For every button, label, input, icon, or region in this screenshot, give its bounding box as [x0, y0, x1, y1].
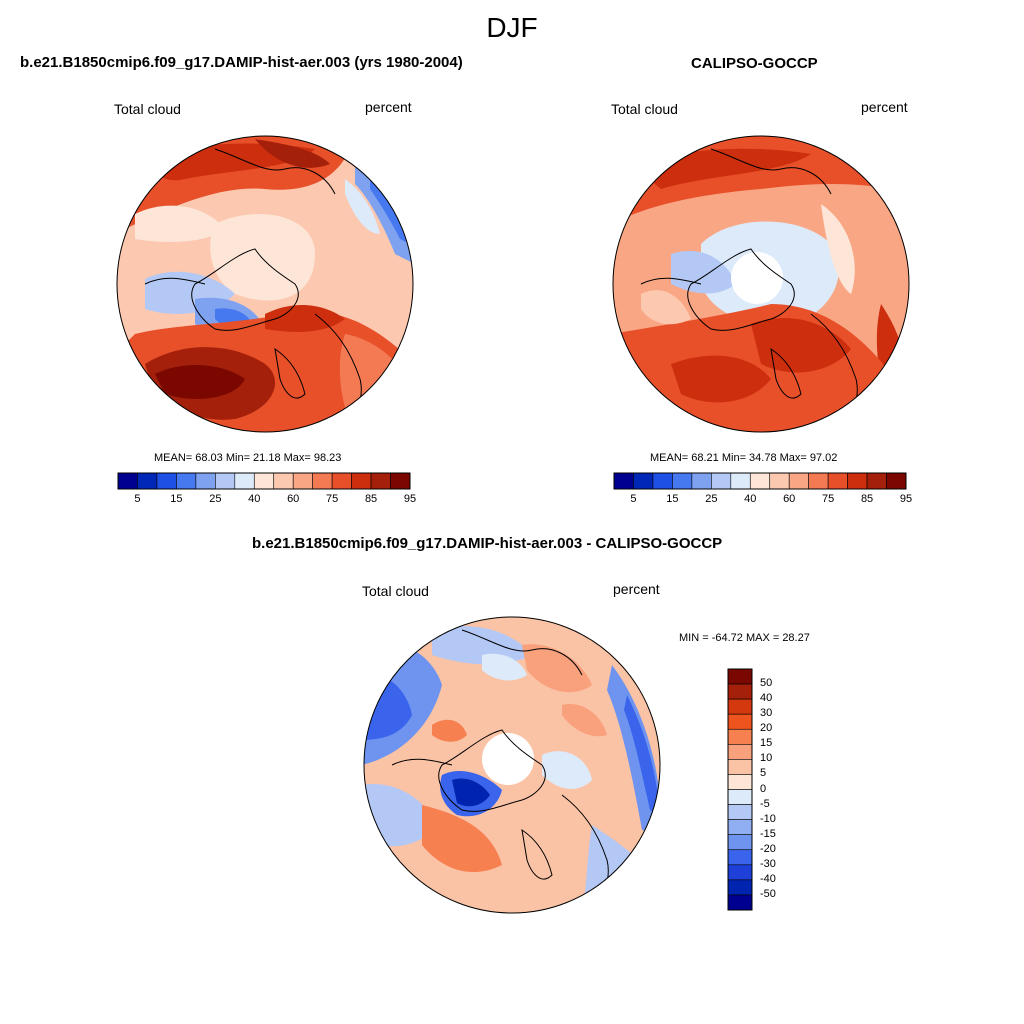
- colorbar-swatch: [808, 472, 829, 490]
- colorbar-swatch: [727, 728, 753, 745]
- colorbar-swatch: [727, 864, 753, 881]
- colorbar-swatch: [727, 713, 753, 730]
- colorbar-tick-label: -5: [760, 797, 770, 810]
- colorbar-swatch: [827, 472, 848, 490]
- diff-colorbar: [727, 668, 753, 911]
- colorbar-swatch: [727, 819, 753, 835]
- colorbar-swatch: [195, 472, 216, 490]
- colorbar-swatch: [730, 472, 751, 490]
- colorbar-swatch: [351, 472, 372, 490]
- colorbar-tick-label: 5: [760, 767, 767, 780]
- colorbar-swatch: [727, 879, 753, 896]
- colorbar-tick-label: -15: [760, 827, 776, 840]
- colorbar-tick-label: 40: [248, 493, 261, 505]
- colorbar-tick-label: 85: [860, 493, 874, 505]
- model-colorbar-labels: 5 15 25 40 60 75 85 95: [118, 493, 416, 509]
- obs-polar-map: [612, 135, 910, 433]
- colorbar-swatch: [727, 759, 753, 775]
- obs-colorbar-labels: 5 15 25 40 60 75 85 95: [614, 493, 912, 509]
- colorbar-swatch: [652, 472, 673, 490]
- colorbar-swatch: [727, 834, 753, 851]
- colorbar-swatch: [253, 472, 275, 490]
- colorbar-tick-label: 75: [326, 493, 339, 505]
- obs-units-label: percent: [861, 99, 908, 115]
- model-panel-title: b.e21.B1850cmip6.f09_g17.DAMIP-hist-aer.…: [20, 54, 463, 71]
- colorbar-tick-label: 30: [760, 707, 773, 720]
- model-stats: MEAN= 68.03 Min= 21.18 Max= 98.23: [154, 452, 342, 464]
- colorbar-swatch: [727, 668, 753, 685]
- colorbar-tick-label: 60: [783, 493, 796, 505]
- colorbar-tick-label: 95: [403, 493, 417, 505]
- colorbar-swatch: [727, 804, 753, 820]
- colorbar-swatch: [727, 774, 753, 790]
- obs-colorbar: [613, 472, 907, 490]
- colorbar-swatch: [769, 472, 790, 490]
- colorbar-tick-label: -40: [760, 872, 776, 885]
- colorbar-tick-label: 15: [666, 493, 679, 505]
- colorbar-swatch: [390, 472, 411, 490]
- model-variable-label: Total cloud: [114, 101, 181, 117]
- colorbar-swatch: [331, 472, 352, 490]
- colorbar-swatch: [273, 472, 294, 490]
- colorbar-tick-label: 5: [134, 493, 141, 505]
- colorbar-swatch: [727, 849, 753, 866]
- colorbar-swatch: [633, 472, 654, 490]
- diff-units-label: percent: [613, 581, 660, 597]
- colorbar-tick-label: 15: [760, 737, 773, 750]
- colorbar-tick-label: -10: [760, 812, 776, 825]
- colorbar-tick-label: 0: [760, 782, 767, 795]
- colorbar-swatch: [370, 472, 391, 490]
- colorbar-tick-label: 20: [760, 722, 773, 735]
- colorbar-swatch: [749, 472, 771, 490]
- model-colorbar: [117, 472, 411, 490]
- obs-variable-label: Total cloud: [611, 101, 678, 117]
- colorbar-tick-label: 25: [209, 493, 222, 505]
- colorbar-swatch: [215, 472, 236, 490]
- colorbar-swatch: [613, 472, 634, 490]
- model-polar-map: [116, 135, 414, 433]
- obs-panel-title: CALIPSO-GOCCP: [691, 55, 818, 72]
- colorbar-tick-label: 95: [899, 493, 913, 505]
- colorbar-tick-label: 5: [630, 493, 637, 505]
- diff-colorbar-labels: 50 40 30 20 15 10 5 0 -5 -10 -15 -20 -30 -40 -50: [760, 669, 800, 910]
- colorbar-swatch: [711, 472, 732, 490]
- colorbar-swatch: [292, 472, 313, 490]
- colorbar-swatch: [727, 789, 753, 805]
- diff-variable-label: Total cloud: [362, 583, 429, 599]
- colorbar-swatch: [234, 472, 255, 490]
- colorbar-tick-label: 50: [760, 677, 773, 690]
- colorbar-swatch: [117, 472, 138, 490]
- colorbar-swatch: [672, 472, 693, 490]
- colorbar-tick-label: -50: [760, 887, 776, 900]
- colorbar-tick-label: -20: [760, 842, 776, 855]
- colorbar-swatch: [788, 472, 809, 490]
- colorbar-tick-label: 75: [822, 493, 835, 505]
- colorbar-swatch: [727, 698, 753, 715]
- colorbar-swatch: [847, 472, 868, 490]
- colorbar-swatch: [312, 472, 333, 490]
- model-units-label: percent: [365, 99, 412, 115]
- colorbar-tick-label: 60: [287, 493, 300, 505]
- obs-stats: MEAN= 68.21 Min= 34.78 Max= 97.02: [650, 452, 838, 464]
- colorbar-swatch: [727, 683, 753, 700]
- colorbar-tick-label: 10: [760, 752, 773, 765]
- colorbar-swatch: [156, 472, 177, 490]
- season-title: DJF: [486, 12, 538, 43]
- colorbar-swatch: [866, 472, 887, 490]
- colorbar-swatch: [137, 472, 158, 490]
- colorbar-tick-label: 40: [744, 493, 757, 505]
- colorbar-swatch: [691, 472, 712, 490]
- colorbar-tick-label: -30: [760, 857, 776, 870]
- colorbar-swatch: [727, 894, 753, 911]
- diff-stats: MIN = -64.72 MAX = 28.27: [679, 632, 810, 644]
- colorbar-tick-label: 85: [364, 493, 378, 505]
- colorbar-swatch: [886, 472, 907, 490]
- colorbar-swatch: [727, 744, 753, 760]
- colorbar-tick-label: 25: [705, 493, 718, 505]
- colorbar-tick-label: 40: [760, 692, 773, 705]
- diff-polar-map: [363, 616, 661, 914]
- colorbar-tick-label: 15: [170, 493, 183, 505]
- diff-panel-title: b.e21.B1850cmip6.f09_g17.DAMIP-hist-aer.…: [252, 535, 723, 552]
- colorbar-swatch: [176, 472, 197, 490]
